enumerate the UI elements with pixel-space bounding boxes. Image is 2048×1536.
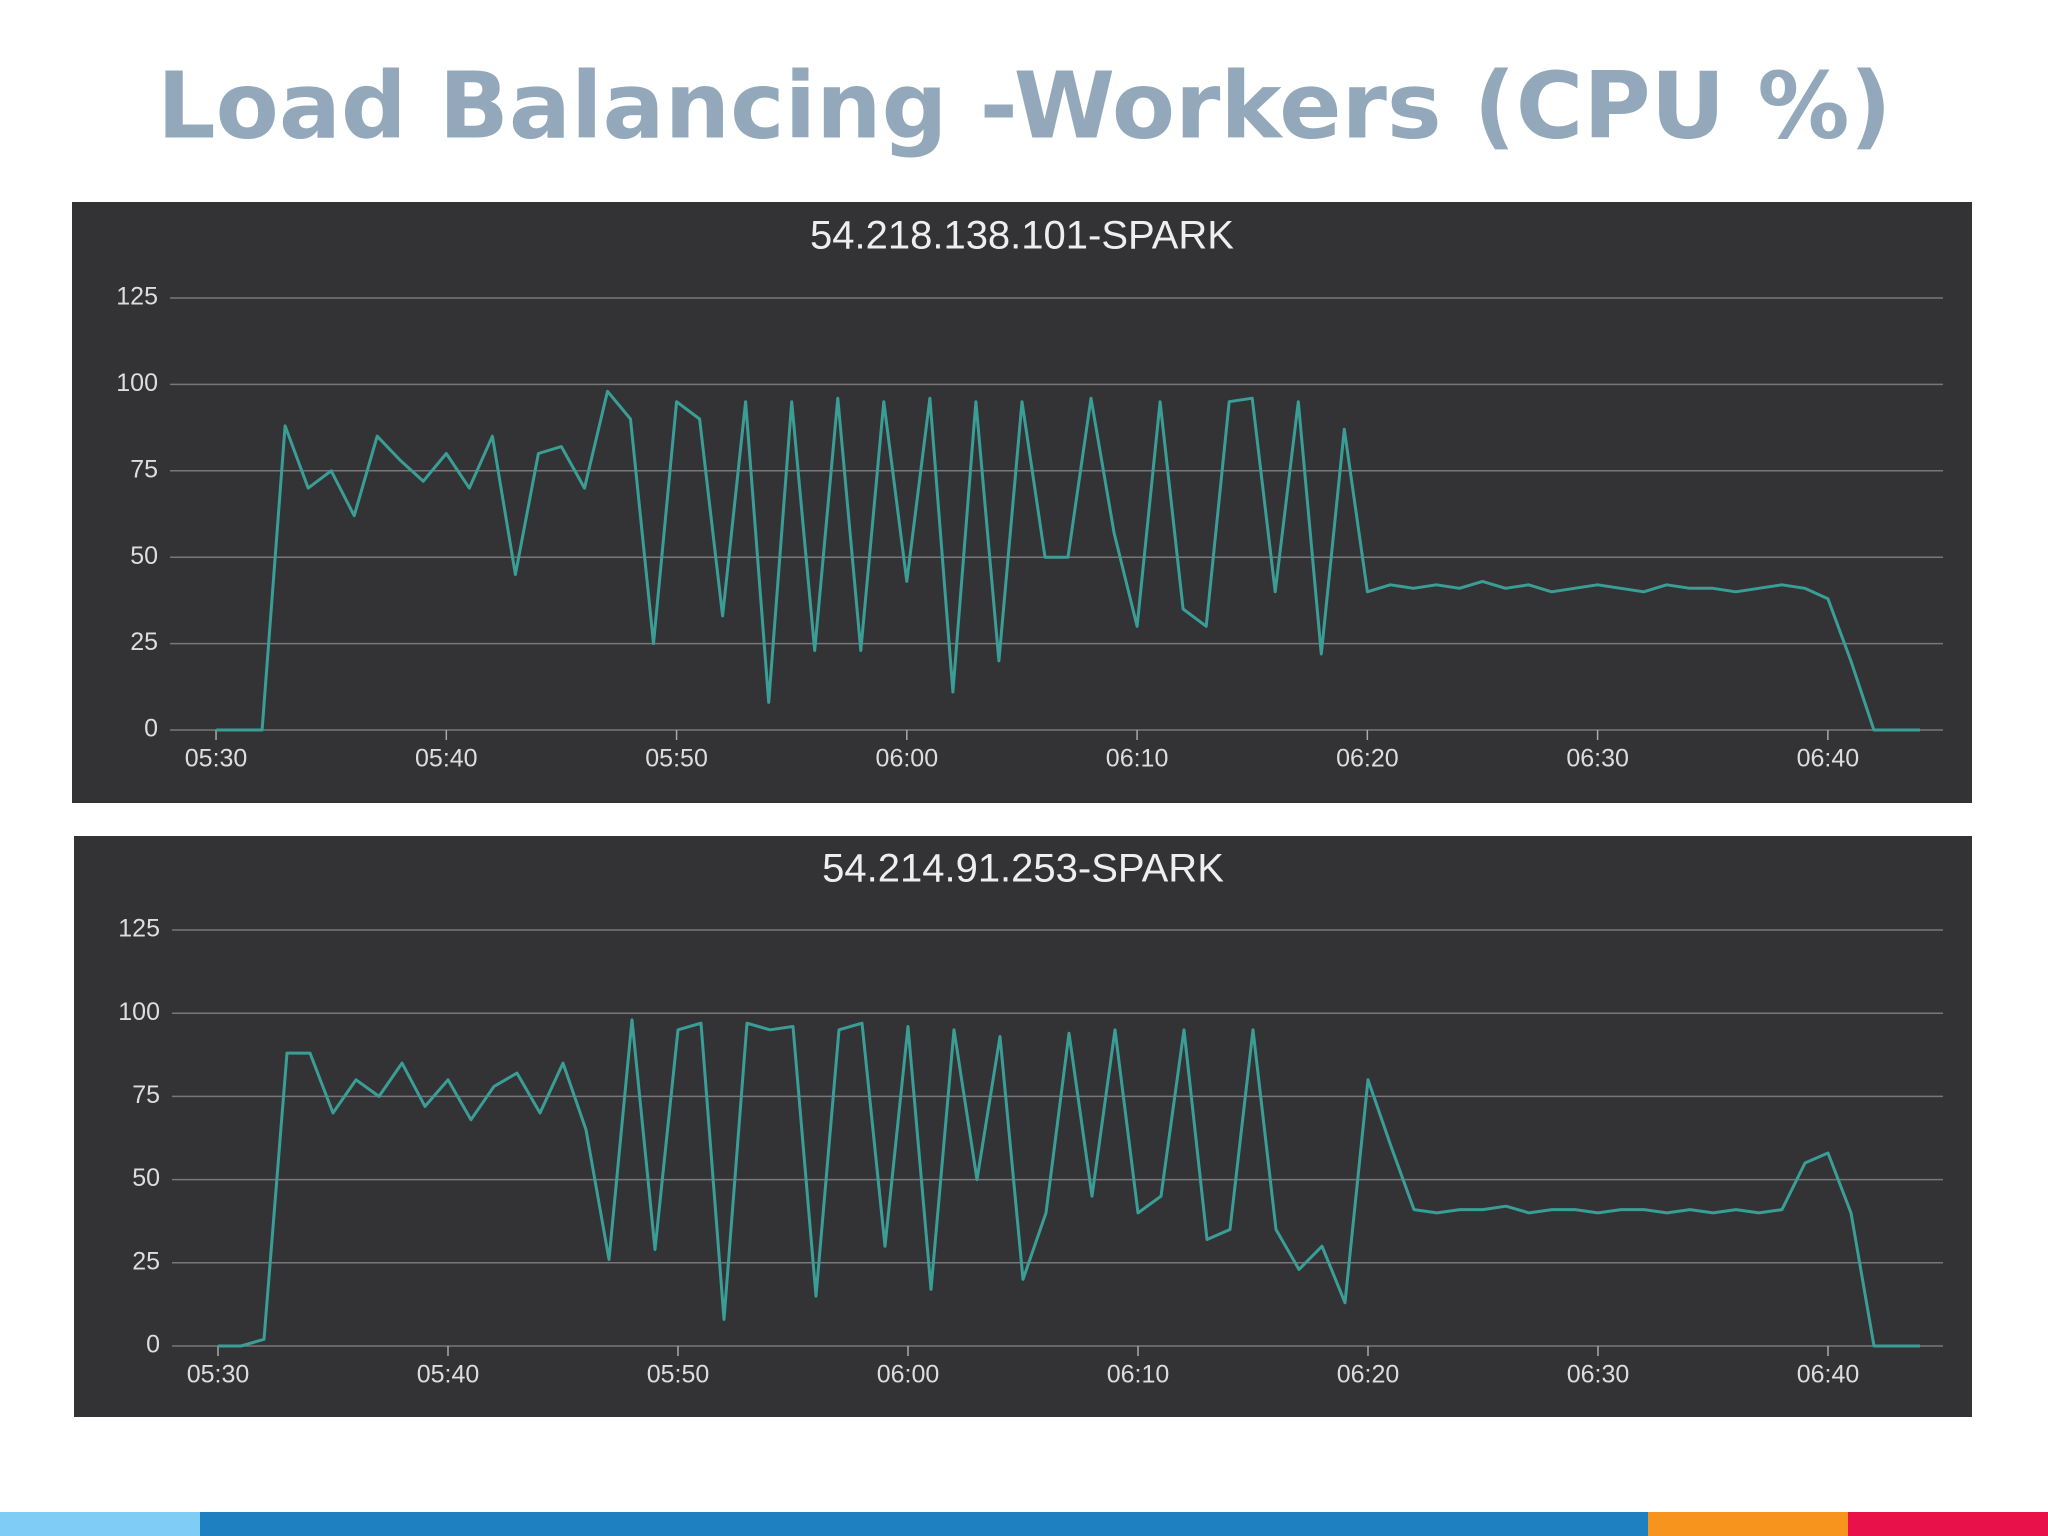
x-tick-label: 06:30 [1567,1361,1630,1389]
cpu-line [218,1018,1920,1348]
footer-bar [0,1512,200,1536]
y-tick-label: 50 [130,542,158,570]
x-tick-label: 05:50 [647,1361,710,1389]
x-tick-label: 06:00 [877,1361,940,1389]
x-tick-label: 05:30 [185,745,248,773]
y-tick-label: 75 [130,455,158,483]
slide-title: Load Balancing -Workers (CPU %) [157,52,1892,159]
x-tick-label: 06:30 [1566,745,1629,773]
x-tick-label: 06:20 [1336,745,1399,773]
x-tick-label: 06:10 [1106,745,1169,773]
x-tick-label: 06:40 [1797,1361,1860,1389]
footer-bar [200,1512,1648,1536]
x-tick-label: 06:40 [1797,745,1860,773]
y-tick-label: 100 [118,998,160,1026]
y-tick-label: 50 [132,1164,160,1192]
x-tick-label: 06:10 [1107,1361,1170,1389]
x-tick-label: 06:20 [1337,1361,1400,1389]
chart-panel: 54.214.91.253-SPARK 0 25 50 75 100 125 05:30 05:… [74,836,1972,1417]
panel-background [72,202,1972,803]
y-tick-label: 100 [116,369,158,397]
x-tick-label: 06:00 [876,745,939,773]
footer-bar [1648,1512,1848,1536]
x-tick-label: 05:50 [645,745,708,773]
x-tick-label: 05:40 [417,1361,480,1389]
chart-title: 54.218.138.101-SPARK [810,214,1234,258]
x-tick-label: 05:40 [415,745,478,773]
y-tick-label: 75 [132,1081,160,1109]
cpu-line [216,389,1920,732]
y-tick-label: 25 [130,628,158,656]
panel-background [74,836,1972,1417]
y-tick-label: 0 [146,1331,160,1359]
x-tick-label: 05:30 [187,1361,250,1389]
y-tick-label: 125 [116,283,158,311]
chart-panel: 54.218.138.101-SPARK 0 25 50 75 100 125 05:30 05… [72,202,1972,803]
y-tick-label: 25 [132,1247,160,1275]
y-tick-label: 125 [118,915,160,943]
chart-title: 54.214.91.253-SPARK [822,847,1224,891]
y-tick-label: 0 [144,715,158,743]
footer-bar [1848,1512,2048,1536]
